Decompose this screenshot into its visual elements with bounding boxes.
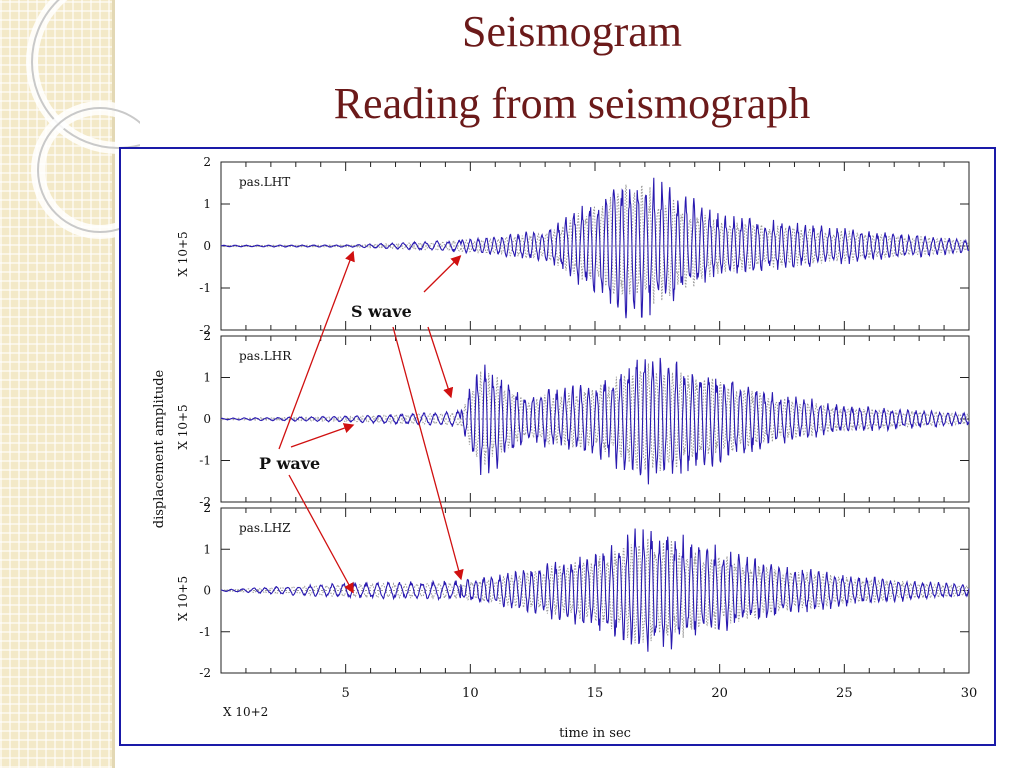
y-tick-label: 0	[203, 412, 211, 426]
x-multiplier-label: X 10+2	[223, 705, 268, 719]
y-tick-label: 0	[203, 584, 211, 598]
y-multiplier-label: X 10+5	[176, 404, 190, 449]
waveform-trace	[220, 357, 970, 485]
y-tick-label: 0	[203, 239, 211, 253]
y-tick-label: 2	[203, 501, 211, 515]
slide-title: Seismogram	[462, 7, 682, 56]
sidebar-edge	[112, 0, 115, 768]
y-axis-label: displacement amplitude	[152, 369, 167, 528]
panel-name: pas.LHR	[239, 349, 292, 363]
x-tick-label: 30	[961, 686, 978, 701]
waveform-trace-secondary	[220, 184, 970, 305]
panel-name: pas.LHZ	[239, 521, 291, 535]
y-tick-label: 1	[203, 197, 211, 211]
waveform-trace	[220, 177, 970, 319]
waveform-trace-secondary	[220, 538, 970, 644]
x-axis-label: time in sec	[559, 726, 631, 741]
slide-subtitle: Reading from seismograph	[333, 79, 811, 128]
y-tick-label: -1	[199, 454, 211, 468]
y-tick-label: 2	[203, 329, 211, 343]
annotation-label-p-wave: P wave	[259, 454, 320, 473]
annotation-arrow	[288, 474, 354, 594]
x-tick-label: 25	[836, 686, 853, 701]
y-tick-label: -2	[199, 666, 211, 680]
annotation-arrow	[423, 255, 462, 293]
y-tick-label: 2	[203, 155, 211, 169]
annotation-arrow	[427, 326, 454, 399]
y-multiplier-label: X 10+5	[176, 576, 190, 621]
panel-name: pas.LHT	[239, 175, 290, 189]
y-tick-label: 1	[203, 542, 211, 556]
annotation-arrow	[278, 250, 355, 450]
y-tick-label: -2	[199, 495, 211, 509]
y-multiplier-label: X 10+5	[176, 231, 190, 276]
y-tick-label: -2	[199, 323, 211, 337]
y-tick-label: 1	[203, 371, 211, 385]
annotation-label-s-wave: S wave	[351, 302, 412, 321]
x-tick-label: 5	[342, 686, 350, 701]
y-tick-label: -1	[199, 625, 211, 639]
decorative-rings	[26, 0, 140, 239]
seismogram-chart: -2 -1 0 1 2 pas.LHT X 10+5 -2 -1 0 1 2 pas.LHR X 10+5…	[152, 155, 978, 741]
y-tick-label: -1	[199, 281, 211, 295]
seismogram-chart-frame: -2 -1 0 1 2 pas.LHT X 10+5 -2 -1 0 1 2 pas.LHR X 10+5…	[119, 147, 996, 746]
x-tick-label: 15	[587, 686, 604, 701]
annotation-arrow	[290, 423, 355, 448]
x-tick-label: 10	[462, 686, 479, 701]
annotation-arrow	[392, 326, 464, 581]
x-tick-label: 20	[711, 686, 728, 701]
